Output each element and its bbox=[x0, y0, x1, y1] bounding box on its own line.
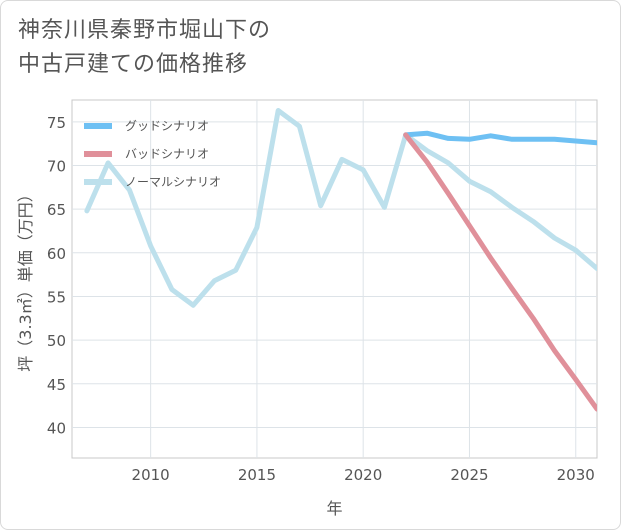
chart-title-line-1: 神奈川県秦野市堀山下の bbox=[18, 18, 272, 43]
chart-title-line-2: 中古戸建ての価格推移 bbox=[18, 52, 249, 77]
y-tick-label: 45 bbox=[47, 376, 66, 394]
x-tick-label: 2020 bbox=[344, 466, 382, 484]
y-tick-label: 70 bbox=[47, 157, 66, 175]
y-tick-label: 40 bbox=[47, 419, 66, 437]
x-axis-label: 年 bbox=[326, 499, 342, 518]
chart-title: 神奈川県秦野市堀山下の 中古戸建ての価格推移 bbox=[18, 14, 271, 82]
legend-bad-label: バッドシナリオ bbox=[125, 147, 209, 161]
legend-bad: バッドシナリオ bbox=[84, 147, 209, 161]
legend-normal: ノーマルシナリオ bbox=[84, 175, 221, 189]
y-tick-label: 60 bbox=[47, 245, 66, 263]
normal-scenario-line bbox=[84, 108, 597, 308]
bad-scenario-line bbox=[403, 132, 597, 412]
x-tick-label: 2030 bbox=[557, 466, 595, 484]
legend-good-label: グッドシナリオ bbox=[125, 119, 209, 133]
y-tick-label: 65 bbox=[47, 201, 66, 219]
legend-normal-label: ノーマルシナリオ bbox=[125, 175, 221, 189]
y-tick-label: 50 bbox=[47, 332, 66, 350]
y-tick-label: 55 bbox=[47, 288, 66, 306]
good-scenario-line bbox=[403, 130, 597, 146]
x-tick-label: 2025 bbox=[450, 466, 488, 484]
y-tick-label: 75 bbox=[47, 114, 66, 132]
x-tick-label: 2010 bbox=[132, 466, 170, 484]
plot-area bbox=[71, 99, 598, 459]
x-tick-label: 2015 bbox=[238, 466, 276, 484]
legend-good: グッドシナリオ bbox=[84, 119, 209, 133]
y-axis-label: 坪（3.3㎡）単価（万円） bbox=[16, 186, 35, 371]
